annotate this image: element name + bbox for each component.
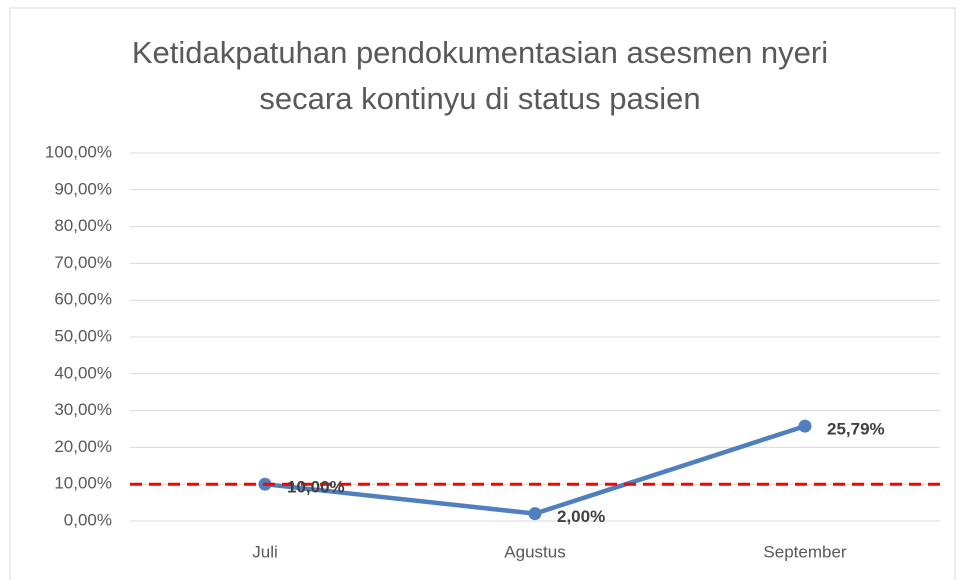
y-tick-label: 50,00%	[54, 326, 112, 345]
x-tick-label: Juli	[252, 542, 278, 561]
point	[798, 419, 812, 433]
y-tick-label: 0,00%	[64, 510, 112, 529]
y-tick-label: 100,00%	[45, 142, 112, 161]
y-tick-label: 20,00%	[54, 437, 112, 456]
x-tick-label: September	[763, 542, 846, 561]
y-tick-label: 40,00%	[54, 363, 112, 382]
y-tick-label: 80,00%	[54, 216, 112, 235]
x-tick-label: Agustus	[504, 542, 565, 561]
y-tick-label: 60,00%	[54, 290, 112, 309]
data-label: 10,00%	[287, 478, 345, 497]
point	[528, 507, 542, 521]
y-tick-label: 90,00%	[54, 179, 112, 198]
y-tick-label: 30,00%	[54, 400, 112, 419]
data-label: 2,00%	[557, 507, 605, 526]
data-label: 25,79%	[827, 420, 885, 439]
y-tick-label: 70,00%	[54, 253, 112, 272]
chart-title: Ketidakpatuhan pendokumentasian asesmen …	[131, 35, 829, 116]
y-tick-label: 10,00%	[54, 474, 112, 493]
